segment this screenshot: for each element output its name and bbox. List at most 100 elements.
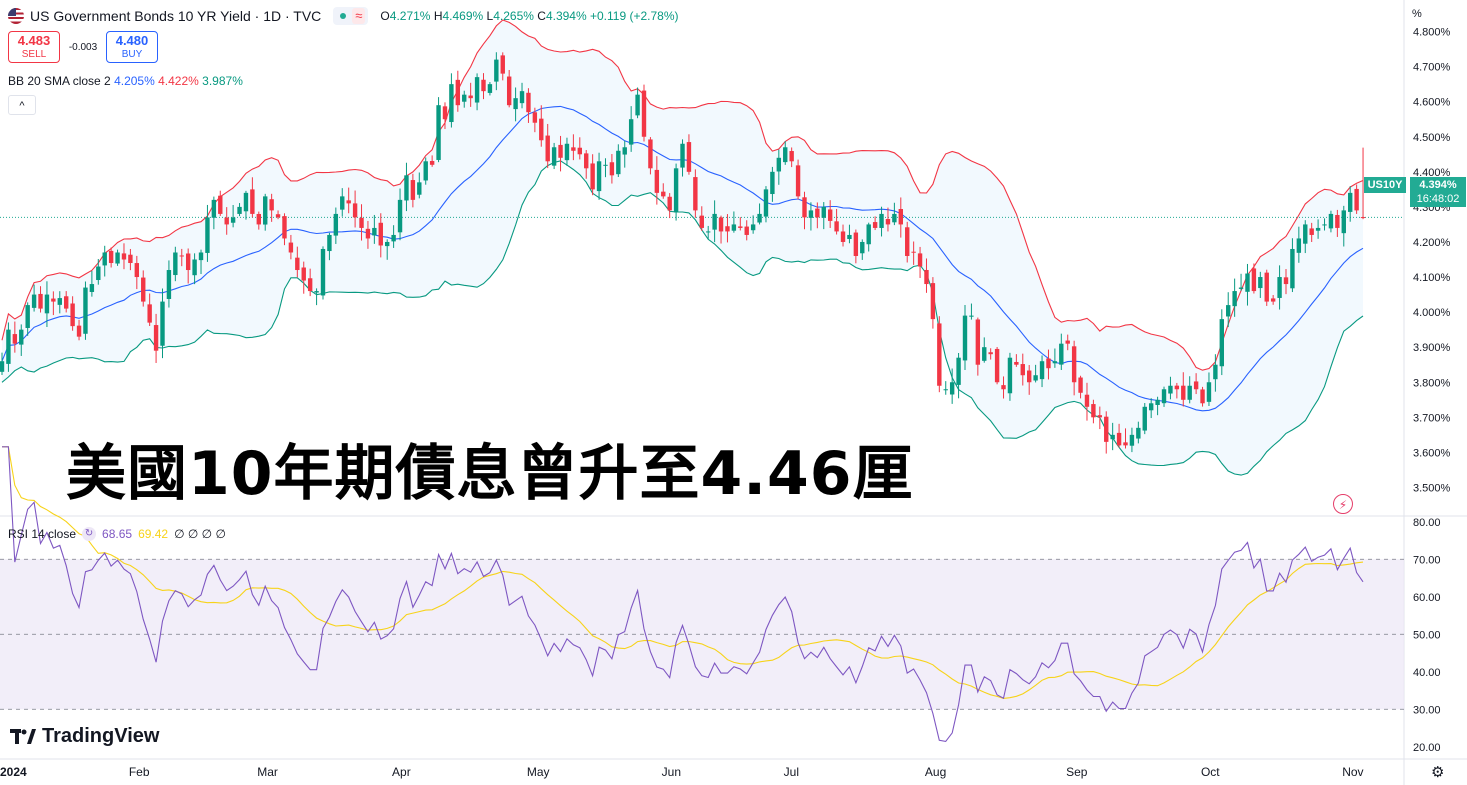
- candle: [789, 147, 794, 168]
- candle: [962, 304, 968, 370]
- candle-body: [314, 291, 319, 293]
- candle-body: [776, 157, 782, 172]
- candle: [731, 211, 737, 233]
- price-tick-label: 4.000%: [1413, 307, 1451, 319]
- rsi-legend[interactable]: RSI 14 close ↻ 68.65 69.42 ∅ ∅ ∅ ∅: [8, 527, 226, 541]
- candle: [147, 293, 152, 327]
- candle: [57, 291, 62, 314]
- candle-body: [1213, 364, 1218, 380]
- candle-body: [327, 234, 332, 252]
- candle-body: [526, 92, 531, 113]
- candle-body: [211, 199, 217, 218]
- candle: [1014, 354, 1019, 367]
- candle: [115, 249, 120, 266]
- candle: [808, 202, 814, 231]
- candle-body: [616, 150, 621, 175]
- chevron-up-icon[interactable]: ^: [8, 95, 36, 115]
- bollinger-legend[interactable]: BB 20 SMA close 2 4.205% 4.422% 3.987%: [8, 74, 243, 88]
- candle-body: [494, 59, 499, 82]
- candle-body: [641, 90, 647, 137]
- candle-body: [1001, 385, 1006, 390]
- candle-body: [513, 98, 518, 110]
- flash-icon[interactable]: ⚡: [1333, 494, 1353, 514]
- candle: [1091, 399, 1096, 424]
- sell-button[interactable]: 4.483 SELL: [8, 31, 60, 63]
- chart-header: US Government Bonds 10 YR Yield · 1D · T…: [8, 7, 679, 25]
- candle: [616, 144, 621, 177]
- tradingview-logo-icon: [10, 728, 36, 744]
- candle: [686, 134, 692, 175]
- tradingview-logo[interactable]: TradingView: [10, 725, 159, 748]
- candle-body: [250, 189, 255, 214]
- candle-body: [1136, 427, 1141, 439]
- candle-body: [1354, 188, 1359, 211]
- candle: [1270, 295, 1276, 305]
- candle: [462, 90, 467, 108]
- candle-body: [256, 213, 261, 225]
- candle-body: [372, 227, 377, 236]
- candle: [532, 107, 538, 133]
- candle: [12, 321, 18, 353]
- candle-body: [847, 234, 852, 240]
- candle: [924, 258, 929, 293]
- candle-body: [905, 227, 910, 256]
- candle-body: [51, 298, 56, 302]
- candle: [506, 69, 512, 108]
- candle-body: [731, 224, 737, 231]
- candle-body: [44, 294, 50, 314]
- candle: [1148, 398, 1154, 419]
- candle: [1296, 226, 1302, 263]
- candle: [590, 154, 595, 196]
- time-tick-label: Mar: [257, 765, 278, 779]
- gear-icon[interactable]: ⚙: [1431, 764, 1445, 781]
- bollinger-upper-line: [1, 19, 1364, 371]
- candle-body: [1174, 385, 1180, 390]
- symbol-title[interactable]: US Government Bonds 10 YR Yield · 1D · T…: [30, 8, 322, 24]
- candle: [654, 156, 660, 205]
- candle-body: [102, 252, 107, 266]
- candle: [1136, 421, 1141, 444]
- candle-body: [96, 266, 101, 281]
- candle-body: [1315, 227, 1321, 231]
- candle: [1206, 372, 1212, 406]
- candle: [1238, 273, 1244, 291]
- sync-icon[interactable]: ↻: [82, 527, 97, 541]
- candle-body: [1084, 394, 1090, 407]
- candle-body: [385, 241, 390, 247]
- candle: [417, 172, 422, 199]
- candle-body: [417, 182, 422, 195]
- candle: [494, 52, 499, 91]
- candle: [263, 193, 268, 231]
- candle-body: [19, 329, 24, 345]
- rsi-tick-label: 30.00: [1413, 704, 1441, 716]
- us-flag-icon: [8, 8, 24, 24]
- candle: [802, 191, 807, 230]
- candle-body: [6, 329, 11, 364]
- candle: [1219, 309, 1224, 376]
- price-tick-label: 4.100%: [1413, 272, 1451, 284]
- candle-body: [1303, 224, 1308, 244]
- candle: [911, 241, 916, 265]
- bollinger-lower-line: [1, 160, 1364, 476]
- candle: [930, 277, 936, 329]
- status-pill[interactable]: ≈: [333, 7, 369, 25]
- candle-body: [455, 79, 461, 106]
- candle: [628, 106, 634, 152]
- candle: [365, 220, 371, 249]
- candle: [250, 177, 255, 218]
- candle: [1116, 423, 1122, 448]
- candle-body: [725, 226, 730, 232]
- price-tick-label: 3.500%: [1413, 482, 1451, 494]
- candle-body: [872, 222, 878, 228]
- candle: [295, 246, 300, 278]
- candle: [96, 258, 101, 285]
- candle-body: [500, 55, 505, 74]
- price-scale-unit[interactable]: %: [1412, 8, 1422, 20]
- candle: [937, 316, 942, 393]
- candle-body: [1206, 382, 1212, 402]
- candle: [776, 149, 782, 185]
- candle-body: [1219, 319, 1224, 367]
- candle-body: [519, 91, 525, 104]
- buy-button[interactable]: 4.480 BUY: [106, 31, 158, 63]
